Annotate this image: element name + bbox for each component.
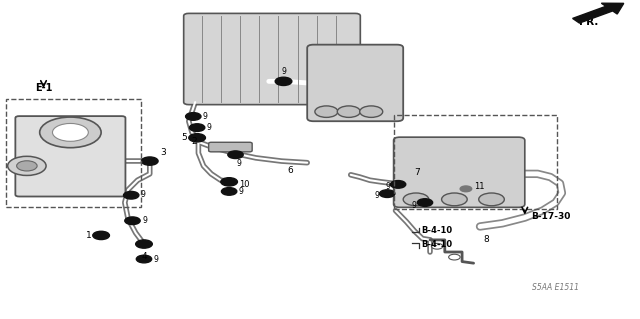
Text: 9: 9 bbox=[141, 190, 146, 199]
Text: 9: 9 bbox=[237, 160, 242, 168]
Text: B-4-10: B-4-10 bbox=[421, 240, 452, 249]
Circle shape bbox=[449, 254, 460, 260]
Circle shape bbox=[460, 186, 472, 192]
Circle shape bbox=[141, 157, 158, 165]
Text: 9: 9 bbox=[154, 255, 159, 263]
Text: 2: 2 bbox=[191, 137, 197, 146]
FancyBboxPatch shape bbox=[394, 137, 525, 207]
Circle shape bbox=[125, 217, 140, 225]
Circle shape bbox=[431, 243, 443, 249]
Circle shape bbox=[221, 178, 237, 186]
Circle shape bbox=[442, 193, 467, 206]
Text: 9: 9 bbox=[203, 112, 208, 121]
Circle shape bbox=[189, 134, 205, 142]
Circle shape bbox=[186, 113, 201, 120]
Text: 9: 9 bbox=[281, 67, 286, 76]
Text: 4: 4 bbox=[141, 252, 147, 261]
Text: 6: 6 bbox=[287, 166, 292, 175]
Text: 9: 9 bbox=[207, 123, 212, 132]
Circle shape bbox=[228, 151, 243, 159]
Circle shape bbox=[189, 124, 205, 131]
Text: 9: 9 bbox=[374, 191, 379, 200]
Circle shape bbox=[93, 231, 109, 240]
Text: 1: 1 bbox=[86, 231, 92, 240]
Text: 7: 7 bbox=[414, 168, 420, 177]
FancyBboxPatch shape bbox=[184, 13, 360, 105]
Circle shape bbox=[136, 255, 152, 263]
Text: 9: 9 bbox=[411, 201, 416, 210]
Circle shape bbox=[275, 77, 292, 85]
Circle shape bbox=[390, 181, 406, 188]
Text: E-1: E-1 bbox=[35, 83, 52, 93]
Text: B-17-30: B-17-30 bbox=[531, 212, 570, 221]
FancyBboxPatch shape bbox=[307, 45, 403, 121]
Circle shape bbox=[403, 193, 429, 206]
Circle shape bbox=[52, 123, 88, 141]
Text: 10: 10 bbox=[239, 180, 249, 189]
FancyArrow shape bbox=[573, 3, 624, 23]
Circle shape bbox=[124, 191, 139, 199]
FancyBboxPatch shape bbox=[15, 116, 125, 197]
FancyBboxPatch shape bbox=[209, 142, 252, 152]
Circle shape bbox=[417, 199, 433, 206]
Circle shape bbox=[479, 193, 504, 206]
Circle shape bbox=[221, 188, 237, 195]
Circle shape bbox=[8, 156, 46, 175]
Circle shape bbox=[17, 161, 37, 171]
Text: 5: 5 bbox=[182, 133, 188, 142]
Circle shape bbox=[360, 106, 383, 117]
Text: B-4-10: B-4-10 bbox=[421, 226, 452, 235]
Text: S5AA E1511: S5AA E1511 bbox=[532, 283, 579, 292]
Text: 11: 11 bbox=[474, 182, 484, 191]
Text: FR.: FR. bbox=[579, 17, 598, 27]
Text: 8: 8 bbox=[483, 235, 489, 244]
Circle shape bbox=[40, 117, 101, 148]
Text: 9: 9 bbox=[239, 187, 244, 196]
Circle shape bbox=[315, 106, 338, 117]
Text: 3: 3 bbox=[160, 148, 166, 157]
Circle shape bbox=[136, 240, 152, 248]
Circle shape bbox=[337, 106, 360, 117]
Text: 9: 9 bbox=[385, 182, 390, 191]
Text: 9: 9 bbox=[142, 216, 147, 225]
Circle shape bbox=[380, 190, 395, 197]
